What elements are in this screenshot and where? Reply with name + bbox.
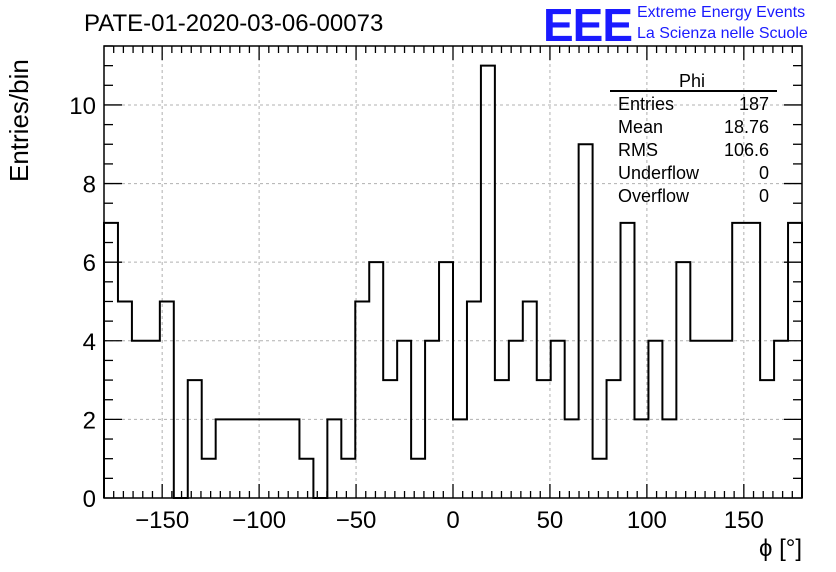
stats-row-label: Underflow: [618, 163, 700, 183]
histogram-bin: [299, 459, 313, 498]
y-tick-label: 10: [69, 93, 96, 120]
histogram-bin: [202, 459, 216, 498]
histogram-bin: [188, 380, 202, 498]
x-axis-label: ϕ [°]: [758, 535, 802, 562]
histogram-step-line: [103, 64, 803, 499]
histogram-bin: [453, 419, 467, 498]
histogram-bin: [244, 419, 258, 498]
histogram-bin: [411, 459, 425, 498]
histogram-bin: [216, 419, 230, 498]
x-tick-label: −150: [135, 507, 189, 534]
x-tick-label: −50: [336, 507, 377, 534]
y-tick-label: 2: [83, 407, 96, 434]
histogram-bin: [607, 380, 621, 498]
stats-title: Phi: [679, 71, 705, 91]
histogram-bin: [621, 223, 635, 498]
x-tick-labels: −150 −100 −50 0 50 100 150: [135, 507, 764, 534]
histogram-bin: [746, 223, 760, 498]
y-tick-labels: 0 2 4 6 8 10: [69, 93, 96, 513]
histogram-bin: [760, 380, 774, 498]
stats-row-value: 106.6: [724, 140, 769, 160]
logo-tagline-2: La Scienza nelle Scuole: [637, 25, 808, 42]
x-tick-label: −100: [232, 507, 286, 534]
histogram-bin: [341, 459, 355, 498]
histogram-bin: [481, 66, 495, 498]
stats-box: Phi Entries 187 Mean 18.76 RMS 106.6 Underflow…: [610, 71, 777, 206]
histogram-bin: [593, 459, 607, 498]
stats-row-label: RMS: [618, 140, 658, 160]
histogram-bin: [676, 262, 690, 498]
eee-logo: EEE: [543, 0, 633, 51]
histogram-bin: [272, 419, 286, 498]
stats-row-value: 187: [739, 94, 769, 114]
x-tick-label: 100: [627, 507, 667, 534]
histogram-bin: [383, 380, 397, 498]
histogram-bin: [230, 419, 244, 498]
histogram-bin: [285, 419, 299, 498]
axis-ticks: [104, 45, 802, 499]
x-tick-label: 50: [537, 507, 564, 534]
histogram-bin: [662, 419, 676, 498]
histogram-bin: [439, 262, 453, 498]
histogram-bin: [355, 301, 369, 498]
chart-title: PATE-01-2020-03-06-00073: [84, 10, 384, 37]
histogram-bin: [495, 380, 509, 498]
stats-rows: Entries 187 Mean 18.76 RMS 106.6 Underflow 0 Ove…: [618, 94, 769, 206]
y-tick-label: 8: [83, 172, 96, 199]
histogram-bin: [523, 301, 537, 498]
histogram-bin: [565, 419, 579, 498]
stats-row-label: Mean: [618, 117, 663, 137]
stats-row-label: Overflow: [618, 186, 690, 206]
histogram-bin: [579, 144, 593, 498]
histogram-bin: [467, 301, 481, 498]
logo-tagline-1: Extreme Energy Events: [637, 4, 806, 21]
histogram-bin: [327, 419, 341, 498]
y-tick-label: 4: [83, 329, 96, 356]
stats-row-value: 0: [759, 163, 769, 183]
histogram-bin: [537, 380, 551, 498]
histogram-bin: [118, 301, 132, 498]
stats-row-label: Entries: [618, 94, 674, 114]
histogram-bin: [369, 262, 383, 498]
x-tick-label: 0: [446, 507, 459, 534]
y-tick-label: 6: [83, 250, 96, 277]
stats-row-value: 18.76: [724, 117, 769, 137]
y-tick-label: 0: [83, 486, 96, 513]
stats-row-value: 0: [759, 186, 769, 206]
x-tick-label: 150: [724, 507, 764, 534]
